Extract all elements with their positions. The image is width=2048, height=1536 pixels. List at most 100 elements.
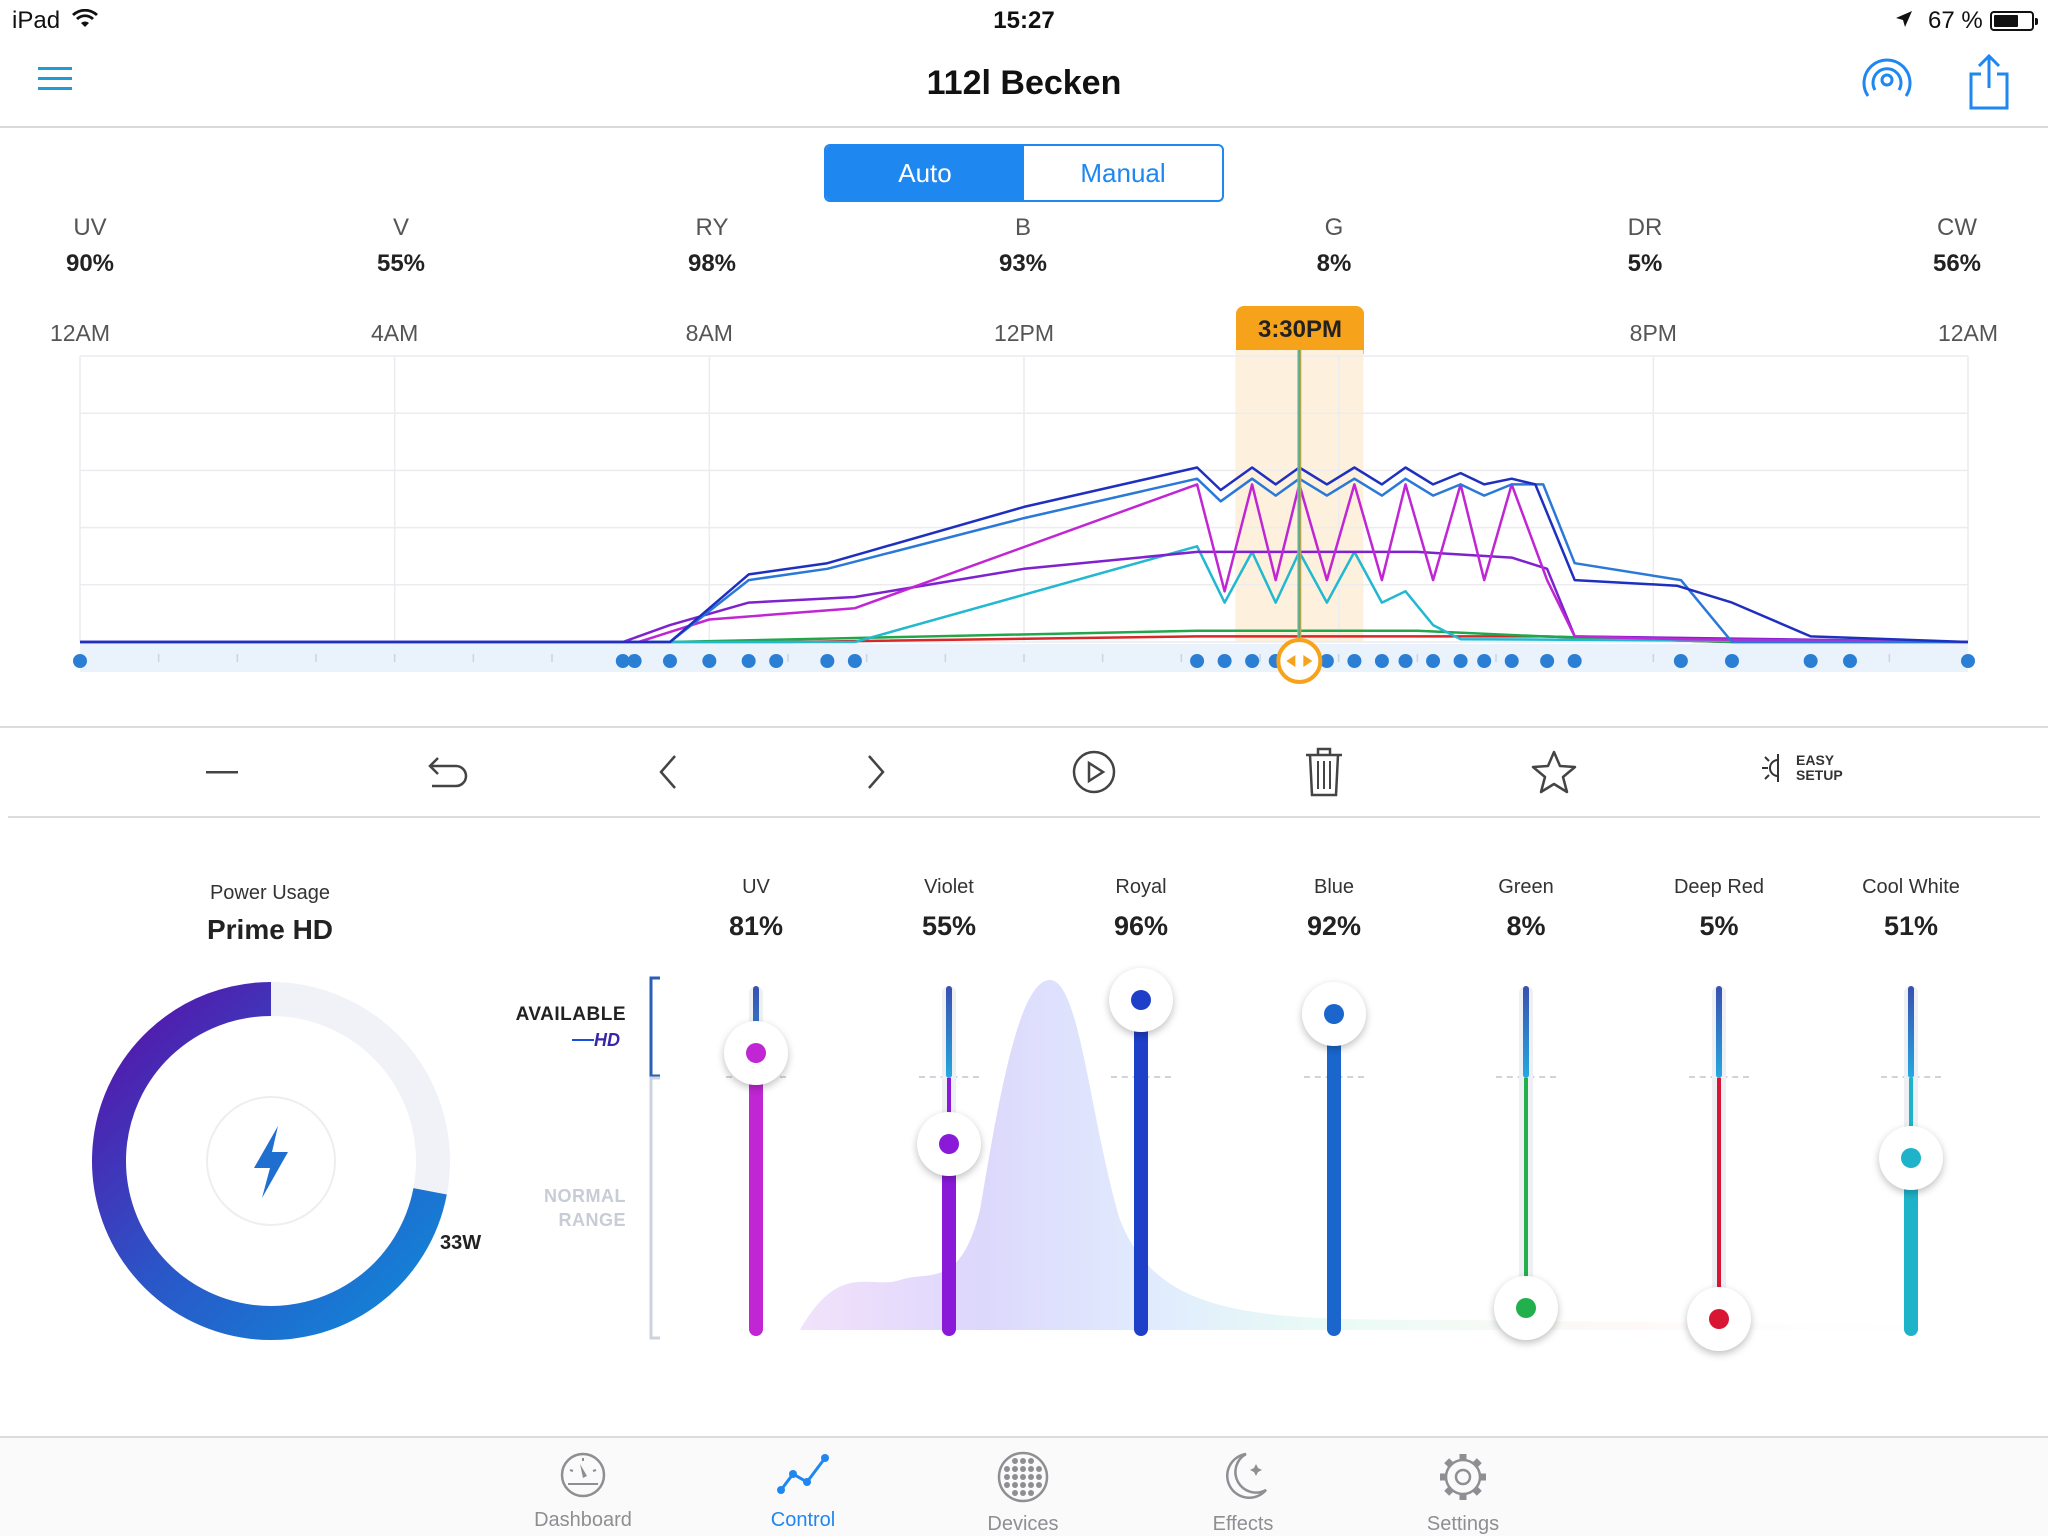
tab-devices[interactable]: Devices: [948, 1450, 1098, 1536]
series-line-b: [80, 477, 1968, 644]
channel-name: G: [1324, 214, 1344, 241]
minus-button[interactable]: [192, 742, 252, 802]
schedule-point: [1504, 654, 1519, 668]
easy-setup-line1: EASY: [1796, 752, 1835, 768]
slider-knob-dot: [1324, 1004, 1344, 1024]
tab-label: Control: [770, 1509, 836, 1531]
normal-range-line1: NORMAL: [544, 1186, 626, 1206]
slider-fill: [749, 1052, 763, 1336]
slider-track[interactable]: [1327, 986, 1341, 1336]
slider-knob[interactable]: [1494, 1276, 1558, 1340]
slider-normal-line: [947, 1078, 951, 1144]
slider-value: 92%: [1306, 911, 1362, 941]
gauge-icon: [560, 1452, 606, 1498]
headline-channel-dr: DR 5%: [1585, 214, 1705, 278]
schedule-point: [615, 654, 630, 668]
schedule-point: [1803, 654, 1818, 668]
easy-setup-line2: SETUP: [1796, 767, 1843, 783]
slider-knob[interactable]: [917, 1111, 981, 1176]
slider-knob-dot: [1516, 1298, 1536, 1318]
slider-label: Violet: [924, 876, 974, 898]
channel-name: RY: [695, 214, 729, 241]
easy-setup-button[interactable]: EASY SETUP: [1760, 748, 1843, 788]
tab-label: Devices: [987, 1513, 1059, 1535]
current-time-badge[interactable]: 3:30PM: [1236, 306, 1364, 354]
slider-fill: [1134, 1000, 1148, 1336]
slider-hd-segment: [1908, 986, 1914, 1078]
slider-normal-line: [1717, 1078, 1721, 1319]
series-line-ry: [80, 466, 1969, 644]
mode-auto[interactable]: Auto: [826, 146, 1024, 200]
spectrum-graphic: [800, 980, 2000, 1330]
chevron-right-icon: [868, 755, 885, 789]
slider-value: 55%: [921, 911, 977, 941]
favorite-button[interactable]: [1524, 742, 1584, 802]
tab-effects[interactable]: Effects: [1168, 1450, 1318, 1536]
battery-icon: [1990, 11, 2038, 31]
schedule-point: [1398, 654, 1413, 668]
trash-icon: [1306, 747, 1342, 797]
tab-control[interactable]: Control: [728, 1450, 878, 1532]
led-array-icon: [997, 1451, 1049, 1503]
slider-hd-segment: [946, 986, 952, 1078]
slider-fill: [1904, 1157, 1918, 1336]
graph-icon: [777, 1454, 829, 1494]
channel-name: V: [392, 214, 409, 241]
channel-value: 55%: [376, 250, 426, 277]
tab-settings[interactable]: Settings: [1388, 1450, 1538, 1536]
slider-fill: [942, 1143, 956, 1336]
series-line-cw: [80, 545, 1969, 644]
slider-knob[interactable]: [1687, 1286, 1751, 1351]
undo-button[interactable]: [418, 742, 478, 802]
channel-name: UV: [73, 214, 107, 241]
slider-track[interactable]: [1519, 986, 1533, 1336]
slider-knob-dot: [939, 1133, 959, 1154]
next-button[interactable]: [846, 742, 906, 802]
slider-track[interactable]: [1134, 986, 1148, 1336]
slider-knob[interactable]: [724, 1020, 788, 1085]
schedule-point: [741, 654, 756, 668]
play-button[interactable]: [1064, 742, 1124, 802]
schedule-point: [1843, 654, 1857, 668]
headline-channel-g: G 8%: [1274, 214, 1394, 278]
headline-channel-ry: RY 98%: [652, 214, 772, 278]
series-line-v: [80, 550, 1969, 644]
time-axis-label: 12PM: [993, 320, 1055, 346]
mode-manual[interactable]: Manual: [1080, 157, 1166, 188]
headline-channel-v: V 55%: [341, 214, 461, 278]
slider-normal-line: [1524, 1078, 1528, 1308]
slider-label: Blue: [1313, 876, 1355, 898]
lightning-icon: [254, 1126, 288, 1198]
series-line-uv: [80, 483, 1969, 644]
hamburger-menu-icon[interactable]: [38, 66, 72, 97]
channel-name: CW: [1937, 214, 1977, 241]
schedule-chart[interactable]: [0, 350, 2048, 690]
slider-knob[interactable]: [1109, 968, 1173, 1032]
broadcast-icon[interactable]: [1862, 58, 1912, 107]
nav-bar: 112l Becken: [0, 40, 2048, 128]
schedule-point: [1567, 654, 1582, 668]
time-axis-label: 4AM: [371, 320, 419, 346]
schedule-point: [1347, 654, 1362, 668]
slider-fill: [1327, 1014, 1341, 1336]
tab-dashboard[interactable]: Dashboard: [508, 1450, 658, 1532]
schedule-point: [1961, 654, 1975, 668]
slider-royal: Royal 96%: [1071, 876, 1211, 1336]
slider-knob[interactable]: [1302, 982, 1366, 1046]
schedule-point: [73, 654, 87, 668]
play-icon: [1072, 750, 1116, 794]
channel-value: 98%: [687, 250, 737, 277]
slider-track[interactable]: [1712, 986, 1726, 1336]
schedule-point: [1190, 654, 1205, 668]
slider-knob[interactable]: [1879, 1125, 1943, 1190]
slider-label: Deep Red: [1673, 876, 1765, 898]
slider-knob-dot: [1709, 1308, 1729, 1329]
slider-blue: Blue 92%: [1264, 876, 1404, 1336]
headline-channel-cw: CW 56%: [1897, 214, 2017, 278]
normal-range-label: NORMAL RANGE: [510, 1184, 626, 1232]
slider-value: 8%: [1506, 911, 1546, 941]
previous-button[interactable]: [638, 742, 698, 802]
share-icon[interactable]: [1966, 52, 2012, 117]
delete-button[interactable]: [1294, 742, 1354, 802]
power-usage-ring: [92, 982, 450, 1340]
